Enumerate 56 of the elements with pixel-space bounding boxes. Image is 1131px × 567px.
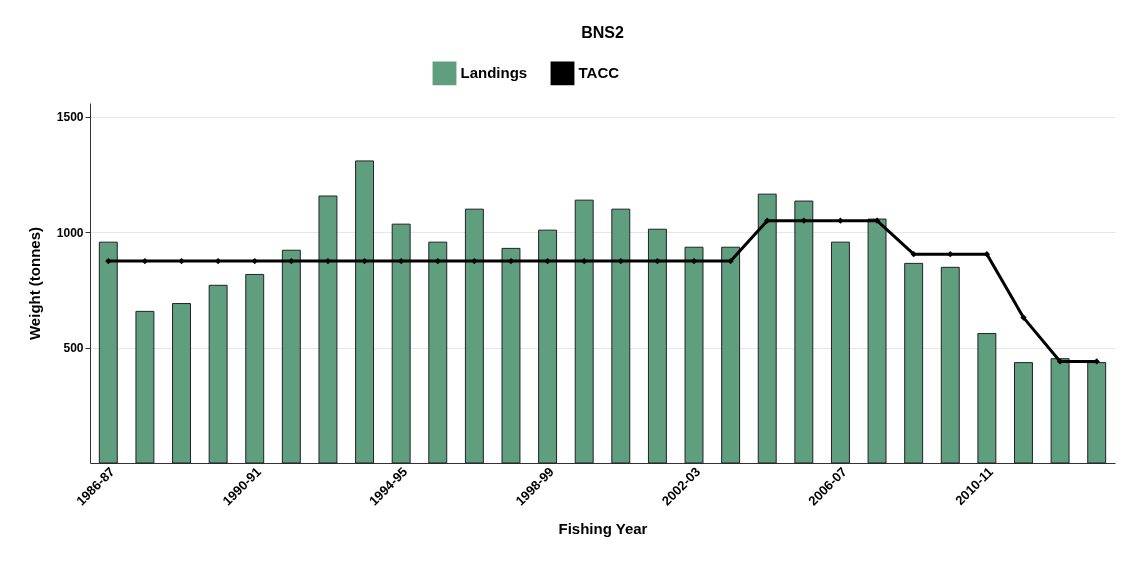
bar [830, 241, 850, 464]
bar [1014, 362, 1033, 464]
bar [574, 199, 594, 464]
bar [538, 229, 558, 464]
point [947, 250, 954, 258]
point [251, 257, 258, 265]
bar [684, 246, 704, 464]
point [544, 257, 551, 265]
bar [172, 303, 191, 464]
bar [245, 273, 265, 464]
bar [611, 208, 631, 464]
point [910, 250, 917, 258]
bar [940, 266, 960, 464]
bar [867, 218, 887, 464]
point [361, 257, 368, 265]
bar [647, 228, 667, 464]
bar [428, 241, 448, 464]
bar [208, 284, 228, 464]
bar [355, 160, 375, 464]
point [800, 217, 807, 224]
legend-label: TACC [578, 64, 620, 82]
point [727, 257, 734, 265]
bar [501, 247, 521, 464]
bar [794, 200, 814, 464]
point [434, 257, 441, 265]
x-axis-title: Fishing Year [558, 520, 648, 538]
point [764, 217, 771, 224]
point [288, 257, 295, 265]
bar [135, 310, 155, 464]
bar [1087, 362, 1107, 464]
chart-title: BNS2 [581, 24, 624, 41]
point [581, 257, 588, 265]
bar [391, 223, 411, 464]
point [617, 257, 624, 265]
point [178, 257, 185, 265]
point [1020, 314, 1027, 321]
y-tick-label: 1000 [56, 225, 84, 240]
point [837, 217, 844, 224]
bar [1050, 358, 1070, 464]
legend-label: Landings [460, 64, 528, 82]
bar [904, 262, 924, 464]
y-axis-title: Weight (tonnes) [25, 226, 43, 341]
bar [98, 241, 118, 464]
bar [318, 195, 338, 464]
bar [977, 333, 997, 464]
bar [281, 249, 301, 464]
bar [757, 193, 777, 464]
point [983, 250, 991, 258]
y-tick-label: 1500 [56, 110, 84, 125]
point [471, 257, 478, 265]
point [654, 257, 661, 265]
bar [721, 246, 741, 464]
y-tick-label: 500 [63, 341, 84, 356]
bar [464, 208, 484, 464]
point [398, 257, 405, 265]
point [105, 257, 112, 265]
